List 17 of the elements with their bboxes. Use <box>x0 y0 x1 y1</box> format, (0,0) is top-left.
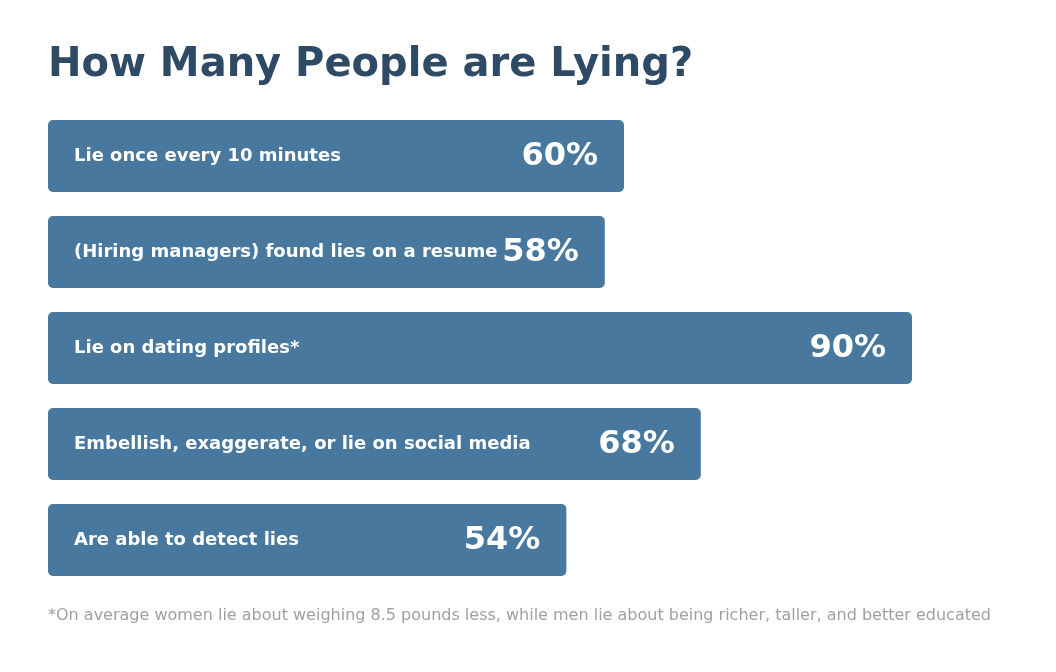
chart-title: How Many People are Lying? <box>48 39 694 85</box>
text: *On average women lie about weighing 8.5 pounds less, while men lie about being richer, taller, and better educated <box>48 605 991 624</box>
bar <box>48 216 605 288</box>
data-label: 90% <box>809 327 886 366</box>
y-tick-label: (Hiring managers) found lies on a resume <box>74 239 498 261</box>
y-tick-label: Embellish, exaggerate, or lie on social media <box>74 431 531 453</box>
bar <box>48 504 567 576</box>
bar <box>48 120 624 192</box>
y-tick-label: Lie once every 10 minutes <box>74 143 341 165</box>
data-label: 60% <box>521 135 598 174</box>
y-tick-label: Are able to detect lies <box>74 527 299 549</box>
data-label: 68% <box>598 423 675 462</box>
data-label: 54% <box>463 519 541 558</box>
y-tick-label: Lie on dating profiles* <box>74 335 300 357</box>
bar <box>48 312 912 384</box>
data-label: 58% <box>502 231 579 270</box>
bar <box>48 408 701 480</box>
